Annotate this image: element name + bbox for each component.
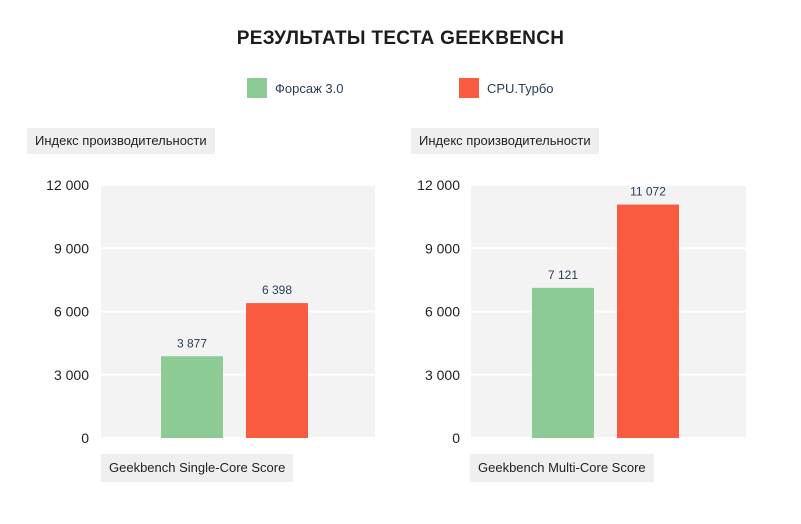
right-chart-y-tick-label: 0 bbox=[452, 430, 460, 446]
left-chart-y-tick-label: 12 000 bbox=[46, 177, 89, 193]
left-chart-y-tick-label: 0 bbox=[81, 430, 89, 446]
right-chart-bar-cpu-turbo bbox=[617, 204, 679, 438]
right-chart-x-axis-label: Geekbench Multi-Core Score bbox=[470, 454, 654, 482]
left-chart-value-label-cpu-turbo: 6 398 bbox=[262, 283, 292, 297]
legend-label-cpu-turbo: CPU.Турбо bbox=[487, 80, 554, 96]
left-chart-y-tick-label: 6 000 bbox=[54, 304, 89, 320]
right-chart-y-tick-label: 6 000 bbox=[425, 304, 460, 320]
right-chart-bar-forsazh bbox=[532, 287, 594, 438]
right-chart-y-tick-label: 3 000 bbox=[425, 367, 460, 383]
left-chart-bar-forsazh bbox=[161, 356, 223, 438]
legend-swatch-forsazh bbox=[247, 78, 267, 98]
left-chart-single-core: 0 3 000 6 000 9 000 12 000 3 877 6 398 bbox=[46, 177, 375, 446]
legend-swatch-cpu-turbo bbox=[459, 78, 479, 98]
left-chart-y-axis-label: Индекс производительности bbox=[27, 128, 215, 154]
right-chart-y-tick-label: 12 000 bbox=[417, 177, 460, 193]
left-chart-value-label-forsazh: 3 877 bbox=[177, 336, 207, 350]
right-chart-y-tick-label: 9 000 bbox=[425, 240, 460, 256]
legend-label-forsazh: Форсаж 3.0 bbox=[275, 80, 344, 96]
legend-item-cpu-turbo: CPU.Турбо bbox=[459, 78, 554, 98]
left-chart-bar-cpu-turbo bbox=[246, 303, 308, 438]
right-chart-multi-core: 0 3 000 6 000 9 000 12 000 7 121 11 072 bbox=[417, 177, 746, 446]
right-chart-value-label-cpu-turbo: 11 072 bbox=[630, 185, 666, 199]
left-chart-x-axis-label: Geekbench Single-Core Score bbox=[101, 454, 294, 482]
legend-item-forsazh: Форсаж 3.0 bbox=[247, 78, 343, 98]
right-chart-y-axis-label: Индекс производительности bbox=[411, 128, 599, 154]
left-chart-y-tick-label: 9 000 bbox=[54, 240, 89, 256]
left-chart-y-tick-label: 3 000 bbox=[54, 367, 89, 383]
right-chart-value-label-forsazh: 7 121 bbox=[548, 268, 578, 282]
chart-title: РЕЗУЛЬТАТЫ ТЕСТА GEEKBENCH bbox=[236, 28, 565, 49]
